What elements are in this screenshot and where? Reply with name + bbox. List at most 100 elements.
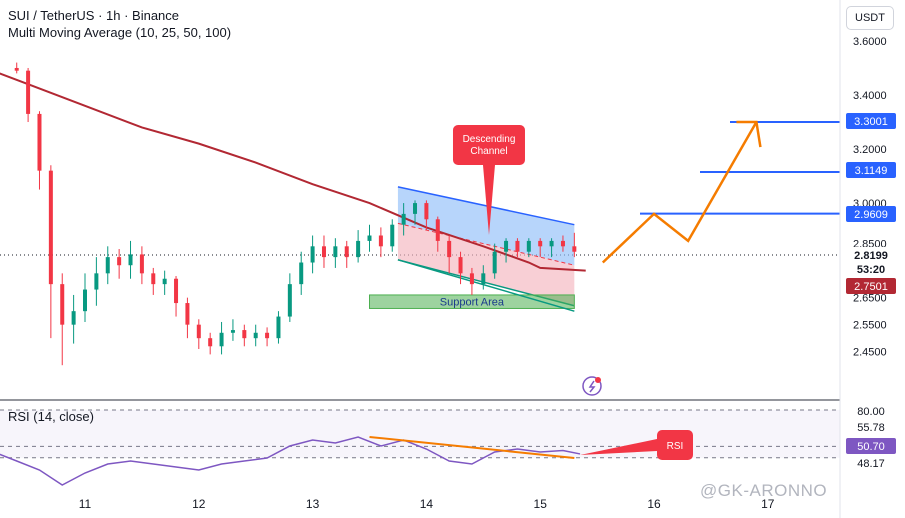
price-label: 2.7501 — [854, 281, 888, 293]
rsi-callout — [657, 430, 693, 460]
price-tick: 2.4500 — [853, 347, 887, 359]
support-trendline — [397, 259, 575, 312]
candle-body — [48, 170, 53, 285]
time-axis: 11 12 13 14 15 16 17 — [79, 497, 775, 511]
rsi-title: RSI (14, close) — [8, 409, 94, 424]
annotations-layer: Descending Channel Support Area — [440, 120, 840, 396]
channel-lower-fill — [397, 223, 575, 306]
candle-body — [469, 273, 474, 285]
candle-body — [401, 213, 406, 225]
candle-body — [185, 303, 190, 325]
candle-body — [287, 284, 292, 317]
candle-body — [219, 332, 224, 347]
rsi-pane: RSI — [0, 409, 840, 486]
candle-body — [208, 338, 213, 347]
price-label: 3.1149 — [855, 165, 888, 177]
candle-body — [378, 235, 383, 247]
symbol-title: SUI / TetherUS · 1h · Binance — [8, 8, 180, 23]
rsi-trendline — [369, 436, 575, 459]
time-tick: 15 — [534, 497, 548, 511]
candle-body — [538, 240, 543, 247]
candle-body — [117, 257, 122, 266]
channel-callout-label: Descending Channel — [463, 134, 516, 157]
price-label: 2.9609 — [854, 209, 888, 221]
candle-body — [94, 273, 99, 290]
support-area-label: Support Area — [440, 297, 505, 309]
candle-body — [105, 257, 110, 274]
price-tick: 2.5500 — [853, 320, 887, 332]
candle-body — [492, 251, 497, 274]
candle-body — [526, 240, 531, 252]
candle-body — [265, 332, 270, 339]
candle-body — [549, 240, 554, 247]
price-axis: 3.60003.40003.20003.00002.85002.65002.55… — [839, 0, 896, 518]
rsi-value-box — [846, 438, 896, 454]
candle-body — [572, 246, 577, 252]
rsi-tick: 55.78 — [857, 422, 885, 434]
rsi-callout-label: RSI — [667, 441, 684, 452]
price-label-box — [846, 206, 896, 222]
price-label-box — [846, 113, 896, 129]
rsi-tick: 50.70 — [857, 441, 885, 453]
candle-body — [515, 240, 520, 252]
price-label: 53:20 — [857, 264, 885, 276]
price-label-box — [846, 162, 896, 178]
projection-arrowhead — [736, 120, 762, 148]
currency-button[interactable]: USDT — [846, 6, 894, 30]
candle-body — [276, 316, 281, 339]
time-tick: 14 — [420, 497, 434, 511]
candle-body — [26, 70, 31, 114]
candle-body — [344, 246, 349, 258]
candle-body — [504, 240, 509, 252]
candle-body — [435, 219, 440, 241]
price-tick: 2.6500 — [853, 293, 887, 305]
moving-average-line — [0, 72, 586, 272]
candle-body — [424, 203, 429, 220]
price-tick: 3.2000 — [853, 144, 887, 156]
indicator-title: Multi Moving Average (10, 25, 50, 100) — [8, 25, 232, 40]
candle-body — [83, 289, 87, 312]
candle-body — [310, 246, 315, 263]
candle-body — [560, 240, 565, 247]
candle-body — [71, 311, 76, 325]
time-tick: 13 — [306, 497, 320, 511]
price-label: 3.3001 — [854, 116, 888, 128]
rsi-band — [0, 410, 840, 458]
channel-upper-line — [397, 186, 575, 226]
price-tick: 3.6000 — [853, 36, 887, 48]
chart-header: SUI / TetherUS · 1h · Binance Multi Movi… — [8, 7, 231, 41]
price-tick: 3.4000 — [853, 90, 887, 102]
candle-body — [151, 273, 156, 285]
candle-body — [333, 246, 338, 258]
projection-path — [601, 121, 758, 264]
candle-body — [458, 257, 463, 274]
price-label-box — [846, 247, 896, 263]
candle-body — [230, 330, 235, 333]
time-tick: 11 — [79, 497, 92, 511]
candle-body — [37, 113, 42, 171]
channel-callout — [452, 125, 525, 165]
price-label-box — [846, 278, 896, 294]
rsi-line — [0, 436, 581, 486]
lightning-bolt — [588, 380, 596, 393]
candle-body — [481, 273, 486, 285]
time-tick: 16 — [647, 497, 661, 511]
time-tick: 12 — [192, 497, 206, 511]
candle-body — [14, 67, 19, 71]
lightning-icon — [582, 376, 602, 396]
candle-body — [242, 330, 247, 339]
channel-mid-line — [397, 222, 575, 266]
candle-body — [299, 262, 304, 285]
candle-body — [139, 254, 144, 274]
rsi-tick: 80.00 — [857, 406, 885, 418]
candle-body — [128, 254, 133, 266]
candle-body — [447, 240, 452, 258]
candle-body — [413, 203, 418, 214]
candle-body — [60, 284, 65, 325]
rsi-tick: 48.17 — [857, 458, 885, 470]
time-tick: 17 — [761, 497, 775, 511]
candle-body — [390, 224, 395, 247]
moving-average-layer — [0, 72, 586, 272]
candle-body — [367, 235, 372, 241]
